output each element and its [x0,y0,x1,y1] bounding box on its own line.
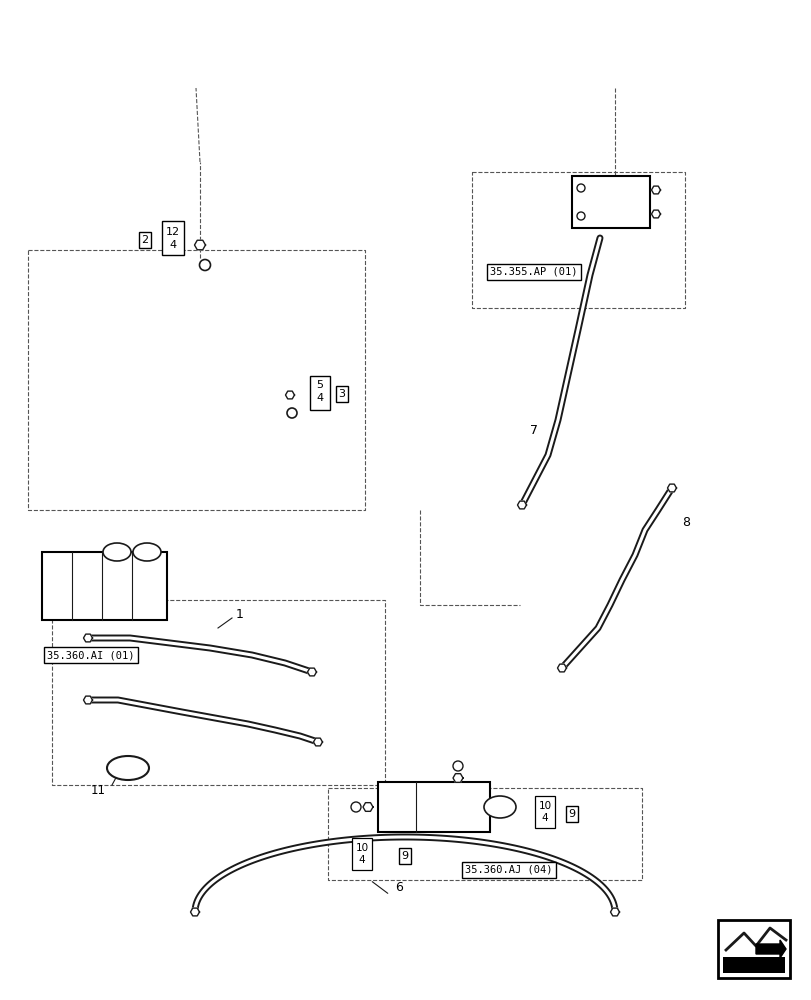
Ellipse shape [483,796,515,818]
Text: 9: 9 [401,851,408,861]
Text: 35.360.AI (01): 35.360.AI (01) [47,650,135,660]
Polygon shape [517,501,526,509]
Ellipse shape [133,543,161,561]
Polygon shape [755,940,785,958]
Text: 35.355.AP (01): 35.355.AP (01) [489,267,577,277]
Text: 35.360.AJ (04): 35.360.AJ (04) [465,865,551,875]
Circle shape [286,408,297,418]
Text: 4: 4 [169,240,176,250]
Bar [571,176,649,228]
Text: 11: 11 [90,784,105,796]
Text: 10: 10 [355,843,368,853]
Bar [351,838,371,870]
Polygon shape [84,634,92,642]
Text: 5: 5 [316,380,323,390]
Text: 4: 4 [316,393,323,403]
Polygon shape [191,908,200,916]
Text: 6: 6 [394,882,402,894]
Bar [534,796,554,828]
Text: 9: 9 [568,809,575,819]
Text: 7: 7 [530,424,538,436]
Polygon shape [313,738,322,746]
Circle shape [577,184,584,192]
Polygon shape [453,774,462,782]
Bar [717,920,789,978]
Circle shape [350,802,361,812]
Text: 8: 8 [681,516,689,528]
Polygon shape [307,668,316,676]
Polygon shape [667,484,676,492]
Polygon shape [84,696,92,704]
Polygon shape [650,186,659,194]
Ellipse shape [107,756,148,780]
Bar [42,552,167,620]
Text: 1: 1 [236,608,243,621]
Bar [310,376,329,410]
Polygon shape [363,803,372,811]
Polygon shape [285,391,294,399]
Circle shape [577,212,584,220]
Circle shape [200,259,210,270]
Bar [378,782,489,832]
Circle shape [453,761,462,771]
Polygon shape [610,908,619,916]
Text: 4: 4 [541,813,547,823]
Text: 4: 4 [358,855,365,865]
Polygon shape [650,210,659,218]
Polygon shape [557,664,566,672]
Polygon shape [195,240,205,250]
Bar [722,957,784,973]
Text: 10: 10 [538,801,551,811]
Text: 2: 2 [141,235,148,245]
Text: 3: 3 [338,389,345,399]
Ellipse shape [103,543,131,561]
Text: 12: 12 [165,227,180,237]
Bar [162,221,184,255]
